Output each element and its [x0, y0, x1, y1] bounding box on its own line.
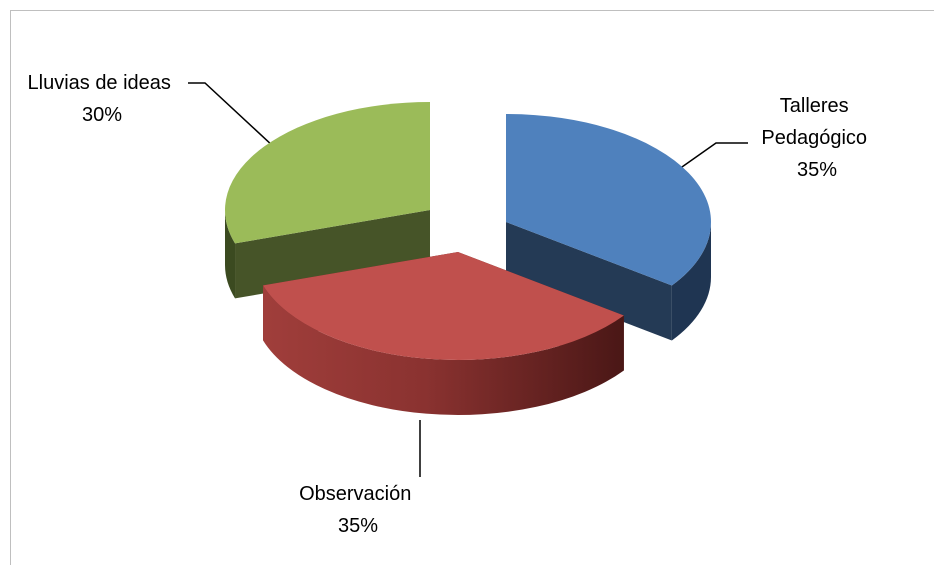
pie-slice-top-lluvias	[224, 102, 430, 244]
leader-line-lluvias	[188, 82, 289, 161]
pie-slice-observacion	[263, 252, 624, 415]
pie-slice-side-observacion	[263, 285, 624, 415]
pie-slice-wall-lluvias-0	[235, 210, 430, 299]
pie-slice-top-talleres	[506, 114, 711, 286]
pie-slice-top-observacion	[263, 252, 624, 360]
pie-slice-wall-talleres-1	[506, 222, 672, 341]
leader-lines	[188, 82, 748, 477]
leader-line-talleres	[671, 142, 748, 175]
pie-slice-lluvias	[224, 102, 430, 299]
pie-slice-talleres	[506, 114, 711, 341]
pie-slices	[224, 102, 711, 415]
slice-label-observacion: Observación 35%	[299, 483, 417, 537]
pie-slice-side-lluvias	[225, 210, 236, 299]
slice-label-lluvias: Lluvias de ideas 30%	[28, 72, 177, 126]
pie-slice-side-talleres	[671, 222, 711, 341]
slice-label-talleres: Talleres Pedagógico 35%	[761, 95, 872, 181]
